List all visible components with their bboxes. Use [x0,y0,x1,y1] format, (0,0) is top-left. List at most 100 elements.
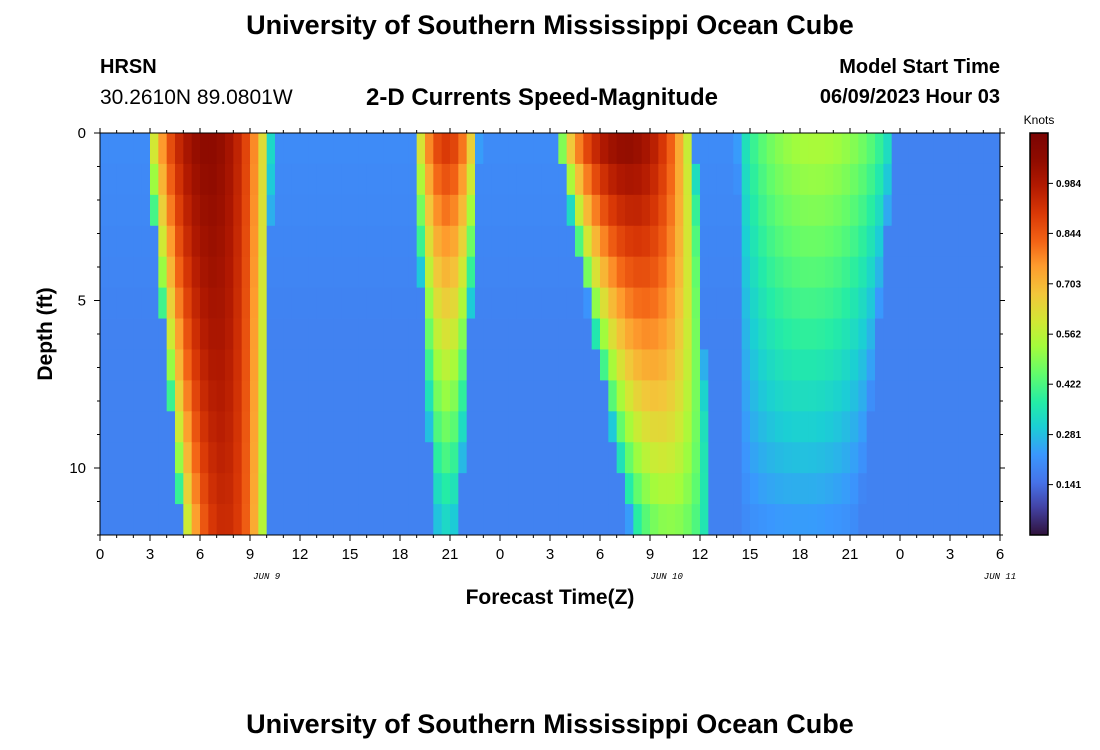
heatmap-cell [266,442,276,474]
heatmap-cell [616,473,626,505]
heatmap-cell [766,194,776,227]
heatmap-cell [883,411,893,443]
heatmap-cell [508,225,518,258]
heatmap-cell [991,225,1001,258]
heatmap-cell [358,442,368,474]
heatmap-cell [883,256,893,289]
heatmap-cell [891,287,901,319]
heatmap-cell [716,442,726,474]
heatmap-cell [933,380,943,412]
heatmap-cell [300,504,309,536]
heatmap-cell [683,256,693,289]
x-tick-label: 6 [196,546,204,563]
heatmap-cell [150,411,159,443]
heatmap-cell [658,380,668,412]
heatmap-cell [458,504,468,536]
heatmap-cell [975,473,984,505]
heatmap-cell [641,163,651,196]
x-tick-label: 18 [792,546,809,563]
heatmap-cell [633,380,643,412]
heatmap-cell [433,225,443,258]
heatmap-cell [808,504,818,536]
heatmap-cell [275,256,284,289]
heatmap-cell [500,225,509,258]
heatmap-cell [550,504,559,536]
heatmap-cell [983,318,993,350]
heatmap-cell [550,194,559,227]
heatmap-cell [350,380,359,412]
heatmap-cell [133,349,143,381]
heatmap-cell [650,349,659,381]
heatmap-cell [758,163,768,196]
heatmap-cell [350,163,359,196]
heatmap-cell [758,225,768,258]
heatmap-cell [591,287,601,319]
heatmap-cell [883,380,893,412]
heatmap-cell [300,163,309,196]
x-tick-label: 21 [442,546,459,563]
heatmap-cell [733,442,743,474]
heatmap-cell [166,473,176,505]
heatmap-cell [125,380,134,412]
heatmap-cell [908,442,918,474]
heatmap-cell [783,225,793,258]
heatmap-cell [516,133,526,165]
heatmap-cell [166,380,176,412]
heatmap-cell [875,163,884,196]
heatmap-cell [133,133,143,165]
heatmap-cell [683,442,693,474]
heatmap-cell [391,225,401,258]
heatmap-cell [308,225,318,258]
heatmap-cell [383,442,393,474]
heatmap-cell [416,442,426,474]
heatmap-cell [133,256,143,289]
heatmap-cell [833,318,843,350]
colorbar-tick-label: 0.281 [1056,430,1081,441]
heatmap-cell [683,133,693,165]
heatmap-cell [816,225,826,258]
heatmap-cell [208,473,218,505]
heatmap-cell [616,256,626,289]
heatmap-cell [825,504,834,536]
heatmap-cell [600,256,609,289]
heatmap-cell [216,442,226,474]
heatmap-cell [175,473,184,505]
heatmap-cell [350,473,359,505]
heatmap-cell [725,287,734,319]
heatmap-cell [300,133,309,165]
heatmap-cell [875,318,884,350]
heatmap-cell [158,318,168,350]
heatmap-cell [450,442,459,474]
heatmap-cell [116,504,126,536]
heatmap-cell [633,133,643,165]
heatmap-cell [416,473,426,505]
heatmap-cell [933,225,943,258]
heatmap-cell [500,163,509,196]
heatmap-cell [533,411,543,443]
heatmap-cell [208,349,218,381]
heatmap-cell [125,194,134,227]
colorbar-tick-label: 0.422 [1056,380,1081,391]
heatmap-cell [966,349,976,381]
heatmap-cell [691,256,701,289]
heatmap-cell [766,349,776,381]
heatmap-cell [208,442,218,474]
heatmap-cell [225,411,234,443]
heatmap-cell [125,504,134,536]
heatmap-cell [641,287,651,319]
heatmap-cell [758,133,768,165]
heatmap-cell [358,411,368,443]
heatmap-cell [375,194,384,227]
heatmap-cell [550,256,559,289]
heatmap-cell [283,133,293,165]
heatmap-cell [433,411,443,443]
heatmap-cell [625,411,634,443]
heatmap-cell [650,473,659,505]
heatmap-cell [525,256,534,289]
heatmap-cell [850,349,859,381]
x-tick-label: 0 [496,546,504,563]
heatmap-cell [958,473,968,505]
heatmap-cell [916,411,926,443]
heatmap-cell [291,256,301,289]
heatmap-cell [266,133,276,165]
